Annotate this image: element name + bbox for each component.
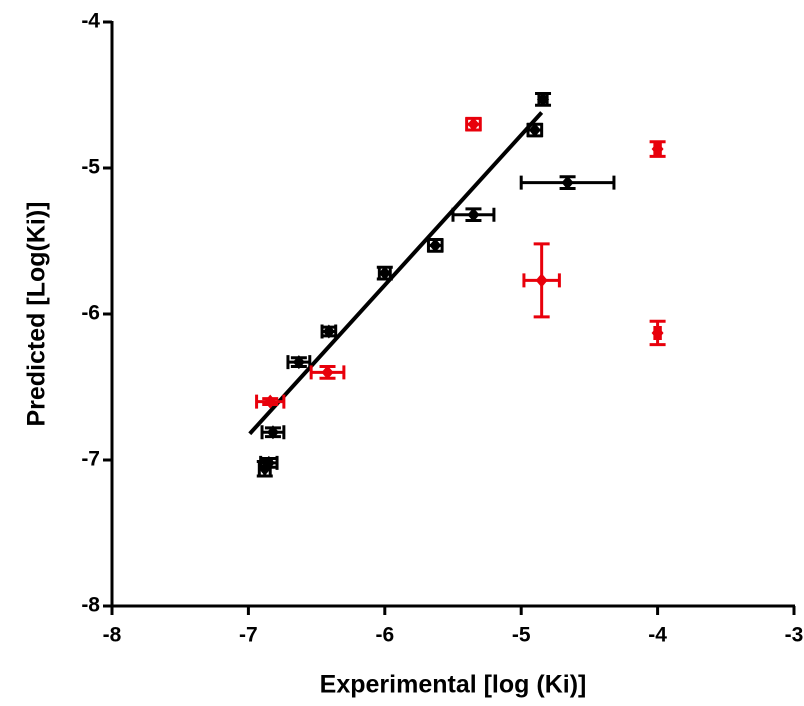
point — [378, 266, 391, 281]
y-tick-label: -7 — [81, 448, 100, 471]
point — [651, 142, 664, 157]
point — [467, 117, 480, 132]
point — [266, 425, 279, 440]
point — [528, 123, 541, 138]
x-tick-label: -7 — [239, 624, 258, 647]
x-tick-label: -5 — [512, 624, 531, 647]
x-tick-label: -3 — [785, 624, 804, 647]
point — [467, 207, 480, 222]
fit-line — [248, 111, 544, 436]
y-tick-label: -8 — [81, 594, 100, 617]
x-axis-title: Experimental [log (Ki)] — [320, 671, 587, 699]
point — [264, 394, 277, 409]
point — [321, 365, 334, 380]
y-tick-label: -6 — [81, 302, 100, 325]
y-axis-title: Predicted [Log(Ki)] — [23, 202, 51, 427]
x-tick-label: -4 — [648, 624, 667, 647]
x-tick-label: -6 — [375, 624, 394, 647]
point — [429, 238, 442, 253]
point — [537, 92, 550, 107]
point — [258, 461, 271, 476]
point — [322, 324, 335, 339]
point — [292, 355, 305, 370]
point — [651, 325, 664, 340]
point — [561, 175, 574, 190]
y-tick-label: -4 — [81, 10, 100, 33]
x-tick-label: -8 — [103, 624, 122, 647]
point — [535, 273, 548, 288]
y-tick-label: -5 — [81, 156, 100, 179]
